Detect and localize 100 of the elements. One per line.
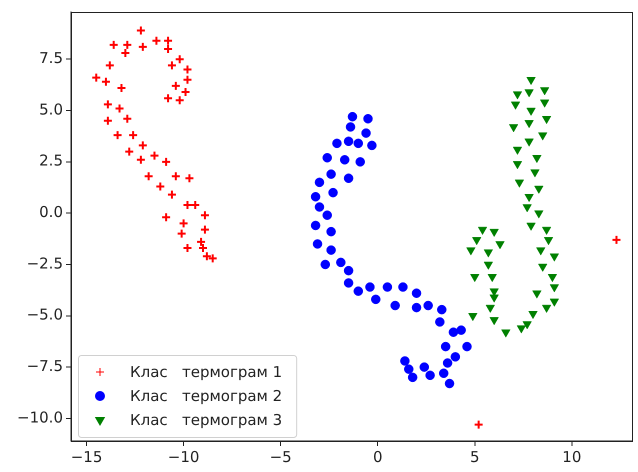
point bbox=[314, 178, 324, 188]
point bbox=[182, 200, 192, 210]
point bbox=[114, 103, 125, 114]
point bbox=[354, 286, 364, 296]
point bbox=[544, 237, 554, 246]
point bbox=[488, 274, 497, 282]
point bbox=[526, 222, 536, 231]
point bbox=[538, 132, 548, 140]
point bbox=[382, 282, 392, 292]
y-tick-label: 2.5 bbox=[39, 152, 63, 170]
point bbox=[190, 200, 200, 210]
point bbox=[420, 362, 430, 372]
point bbox=[404, 364, 414, 374]
point bbox=[136, 25, 146, 36]
point bbox=[550, 254, 559, 262]
point bbox=[200, 224, 210, 235]
legend-label: Клас термограм 2 bbox=[130, 386, 282, 405]
point bbox=[326, 245, 336, 255]
point bbox=[448, 327, 458, 337]
point bbox=[442, 358, 452, 368]
point bbox=[182, 243, 192, 254]
point bbox=[550, 298, 559, 307]
point bbox=[524, 194, 534, 202]
point bbox=[104, 60, 115, 70]
point bbox=[501, 329, 510, 338]
point bbox=[122, 114, 132, 124]
point bbox=[542, 116, 552, 124]
point bbox=[365, 282, 375, 292]
point bbox=[149, 150, 160, 161]
point bbox=[522, 321, 532, 330]
point bbox=[332, 138, 342, 148]
point bbox=[310, 220, 320, 230]
point bbox=[155, 181, 166, 192]
legend-label: Клас термограм 3 bbox=[130, 410, 282, 429]
point bbox=[182, 74, 192, 85]
point bbox=[174, 54, 185, 64]
point bbox=[450, 352, 460, 362]
point bbox=[174, 95, 185, 106]
point bbox=[512, 146, 522, 155]
point bbox=[437, 304, 447, 314]
point bbox=[163, 36, 174, 46]
y-tick-label: −5.0 bbox=[26, 306, 63, 324]
point bbox=[344, 266, 354, 276]
point bbox=[344, 136, 354, 146]
point bbox=[355, 157, 365, 167]
point bbox=[468, 313, 478, 322]
point bbox=[144, 171, 154, 182]
point bbox=[516, 325, 526, 334]
point bbox=[184, 173, 194, 184]
point bbox=[425, 370, 435, 380]
point bbox=[120, 48, 130, 58]
point bbox=[200, 210, 210, 220]
point bbox=[534, 210, 544, 218]
point bbox=[484, 262, 493, 270]
point bbox=[363, 114, 373, 124]
point bbox=[136, 154, 146, 165]
x-tick-label: 5 bbox=[470, 448, 480, 466]
point bbox=[128, 130, 138, 140]
point bbox=[312, 239, 322, 249]
point bbox=[510, 102, 520, 110]
point bbox=[540, 100, 550, 108]
point bbox=[320, 260, 330, 270]
point bbox=[509, 124, 518, 132]
y-tick-label: −2.5 bbox=[26, 254, 63, 272]
point bbox=[163, 93, 174, 104]
point bbox=[435, 317, 445, 327]
point bbox=[490, 317, 499, 326]
point bbox=[102, 99, 113, 110]
point bbox=[170, 171, 181, 182]
point bbox=[182, 64, 192, 74]
point bbox=[611, 234, 622, 245]
point bbox=[444, 378, 454, 388]
x-tick-label: −5 bbox=[270, 448, 292, 466]
point bbox=[524, 89, 534, 98]
point bbox=[348, 112, 358, 122]
point bbox=[371, 294, 381, 304]
point bbox=[495, 241, 505, 250]
point bbox=[344, 174, 354, 184]
point bbox=[346, 122, 356, 132]
point bbox=[484, 249, 493, 258]
point bbox=[542, 226, 552, 235]
point bbox=[412, 302, 422, 312]
point bbox=[138, 140, 148, 150]
point bbox=[367, 140, 377, 150]
point bbox=[524, 138, 534, 147]
point bbox=[398, 282, 408, 292]
point bbox=[122, 40, 132, 50]
point bbox=[536, 247, 546, 256]
point bbox=[314, 202, 324, 212]
x-tick-label: 10 bbox=[562, 448, 582, 466]
point bbox=[116, 82, 126, 93]
point bbox=[408, 372, 418, 382]
point bbox=[354, 138, 364, 148]
point bbox=[540, 87, 550, 96]
point bbox=[532, 290, 542, 298]
point bbox=[526, 108, 536, 116]
point bbox=[530, 169, 540, 178]
point bbox=[163, 44, 174, 54]
y-tick-label: 0.0 bbox=[39, 203, 63, 222]
point bbox=[478, 226, 488, 235]
